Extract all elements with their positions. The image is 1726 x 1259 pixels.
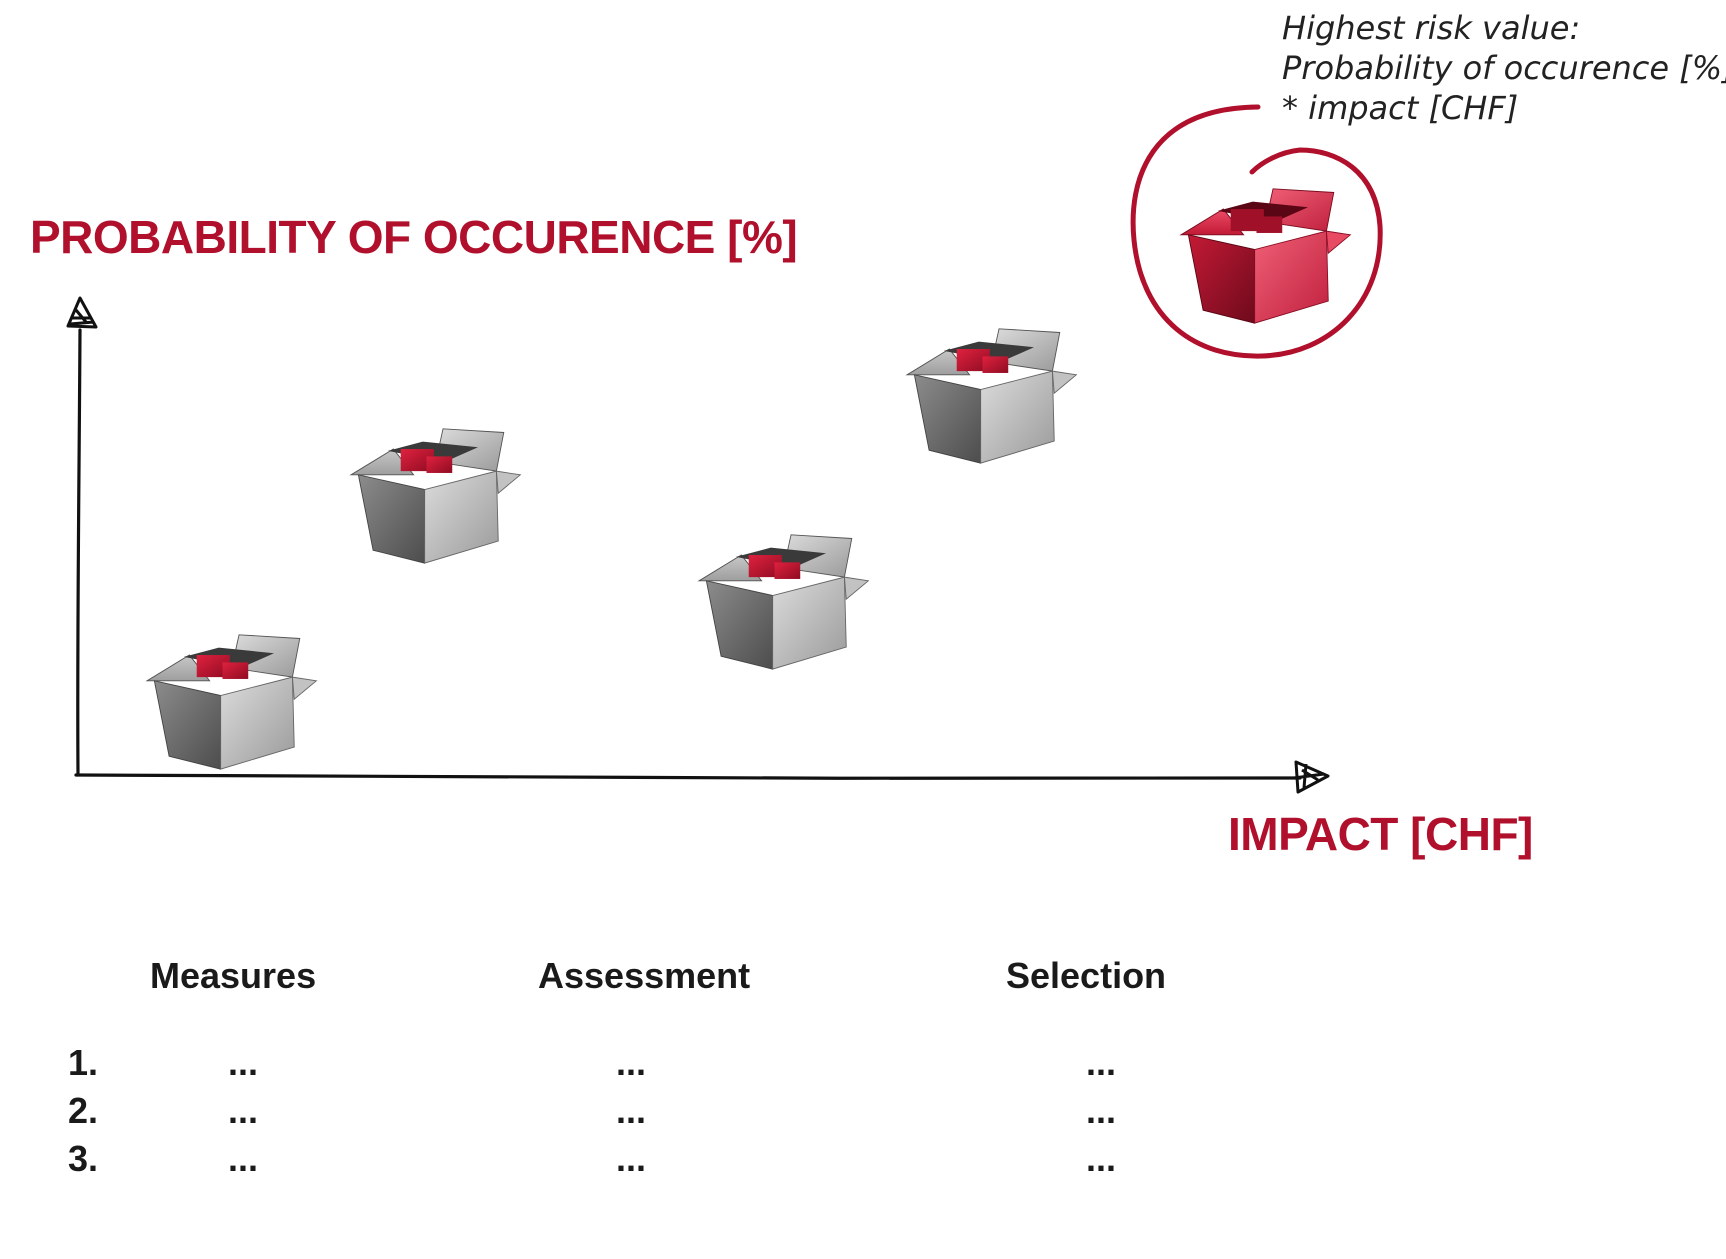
row-number: 1. bbox=[68, 1042, 99, 1083]
header-assessment: Assessment bbox=[538, 955, 751, 996]
x-axis-arrowhead bbox=[1293, 760, 1330, 794]
selection-cell: ... bbox=[1086, 1090, 1117, 1131]
highlight-circle bbox=[1130, 104, 1383, 359]
y-axis-label: PROBABILITY OF OCCURENCE [%] bbox=[30, 211, 798, 263]
row-number: 3. bbox=[68, 1138, 99, 1179]
header-selection: Selection bbox=[1006, 955, 1167, 996]
risk-box-2 bbox=[349, 428, 522, 564]
assessment-cell: ... bbox=[616, 1042, 647, 1083]
risk-box-1 bbox=[145, 634, 318, 770]
y-axis-arrowhead bbox=[66, 296, 98, 329]
table-row: 2. ... ... ... bbox=[0, 1090, 1726, 1136]
selection-cell: ... bbox=[1086, 1138, 1117, 1179]
highlight-note-line-1: Highest risk value: bbox=[1282, 9, 1581, 47]
risk-box-4 bbox=[905, 328, 1078, 464]
risk-box-3 bbox=[697, 534, 870, 670]
measures-cell: ... bbox=[228, 1090, 259, 1131]
x-axis-line bbox=[74, 773, 1302, 781]
risk-box-highest bbox=[1179, 188, 1352, 324]
table-row: 3. ... ... ... bbox=[0, 1138, 1726, 1184]
measures-cell: ... bbox=[228, 1042, 259, 1083]
highlight-note: Highest risk value: Probability of occur… bbox=[1282, 8, 1726, 128]
highlight-note-line-2: Probability of occurence [%] bbox=[1282, 49, 1726, 87]
x-axis-label: IMPACT [CHF] bbox=[1228, 808, 1533, 860]
y-axis-line bbox=[76, 328, 82, 777]
assessment-cell: ... bbox=[616, 1138, 647, 1179]
highlight-note-line-3: * impact [CHF] bbox=[1282, 89, 1519, 127]
selection-cell: ... bbox=[1086, 1042, 1117, 1083]
header-measures: Measures bbox=[150, 955, 317, 996]
row-number: 2. bbox=[68, 1090, 99, 1131]
table-row: 1. ... ... ... bbox=[0, 1042, 1726, 1088]
measures-cell: ... bbox=[228, 1138, 259, 1179]
assessment-cell: ... bbox=[616, 1090, 647, 1131]
